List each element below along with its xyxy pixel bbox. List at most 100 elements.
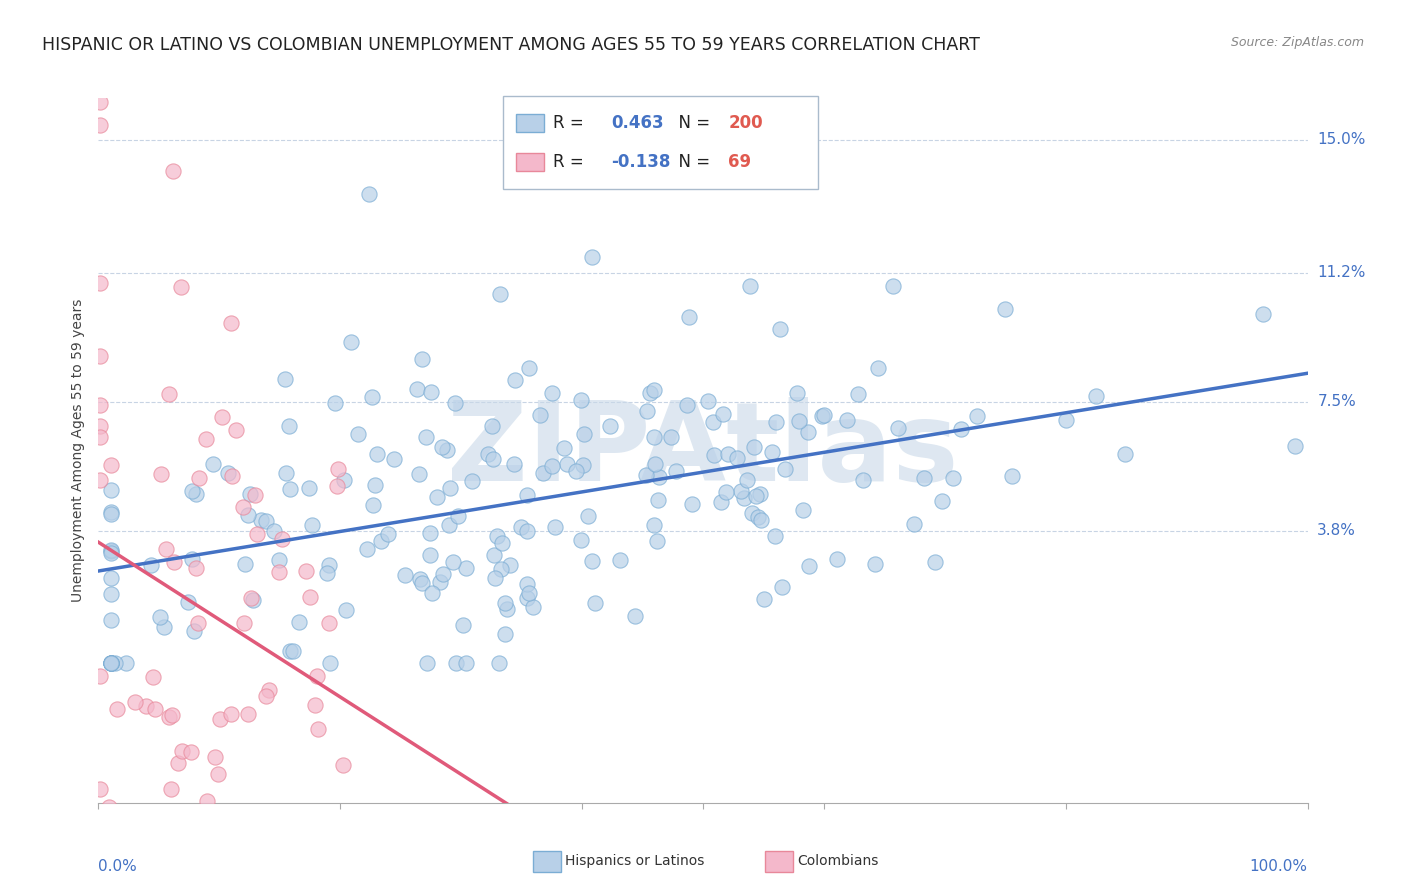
Text: Hispanics or Latinos: Hispanics or Latinos [565,854,704,868]
Point [429,575,451,590]
Point [288,615,311,629]
Point [236,508,259,522]
Point [636,467,658,482]
Point [225,423,247,437]
Text: 7.5%: 7.5% [1317,394,1355,409]
Point [187,470,209,484]
Point [499,558,522,573]
Point [678,310,700,324]
Point [636,404,658,418]
Point [157,387,180,401]
Point [1084,389,1107,403]
Point [647,493,669,508]
Point [903,517,925,532]
Point [461,474,484,488]
Point [411,351,433,366]
Point [205,877,228,891]
Point [851,473,873,487]
Point [325,396,347,410]
Point [419,548,441,562]
Text: Colombians: Colombians [797,854,879,868]
Point [254,689,277,703]
Point [863,558,886,572]
Point [505,373,527,387]
Point [332,473,354,487]
Point [665,465,688,479]
Point [238,707,260,722]
Point [89,349,111,363]
Point [711,407,734,421]
Point [143,702,166,716]
Point [553,441,575,455]
Point [204,749,226,764]
Point [357,187,380,202]
Text: 15.0%: 15.0% [1317,133,1365,147]
Point [377,527,399,541]
Point [187,616,209,631]
Point [160,782,183,797]
Point [451,617,474,632]
Point [770,581,793,595]
Point [522,599,544,614]
Point [486,529,509,543]
Point [263,524,285,538]
Point [180,552,202,566]
Point [267,566,290,580]
Point [89,118,111,132]
Point [702,415,724,429]
Point [332,758,354,772]
Point [725,451,748,466]
Point [1251,307,1274,321]
Point [581,554,603,568]
Point [761,445,783,459]
Point [100,571,122,585]
Point [89,418,111,433]
Point [866,361,889,376]
Point [416,657,439,671]
Point [270,533,292,547]
Point [409,572,432,586]
Point [208,713,231,727]
Text: 69: 69 [728,153,751,171]
Point [384,452,406,467]
Point [299,590,322,604]
Point [250,513,273,527]
Text: 200: 200 [728,114,763,132]
Point [100,657,122,671]
Point [89,276,111,290]
Point [439,481,461,495]
Text: 0.0%: 0.0% [98,859,138,874]
Point [219,316,242,330]
Point [346,426,368,441]
Point [441,555,464,569]
Point [89,781,111,796]
Point [489,287,512,301]
Point [304,698,326,712]
Point [239,486,262,500]
Point [735,473,758,487]
Point [837,413,859,427]
Text: R =: R = [553,153,589,171]
Point [659,430,682,444]
Point [1284,439,1306,453]
Point [1054,413,1077,427]
Point [491,536,513,550]
Point [394,567,416,582]
Point [211,410,233,425]
Point [741,506,763,520]
Point [583,596,606,610]
Point [769,321,792,335]
Text: -0.138: -0.138 [612,153,671,171]
Point [924,555,946,569]
Point [578,508,600,523]
Point [100,657,122,671]
Point [733,491,755,505]
Text: N =: N = [668,153,716,171]
Point [195,821,218,835]
Point [104,657,127,671]
Point [747,509,769,524]
Point [205,809,228,823]
Point [89,430,111,444]
Point [142,669,165,683]
Point [745,489,768,503]
